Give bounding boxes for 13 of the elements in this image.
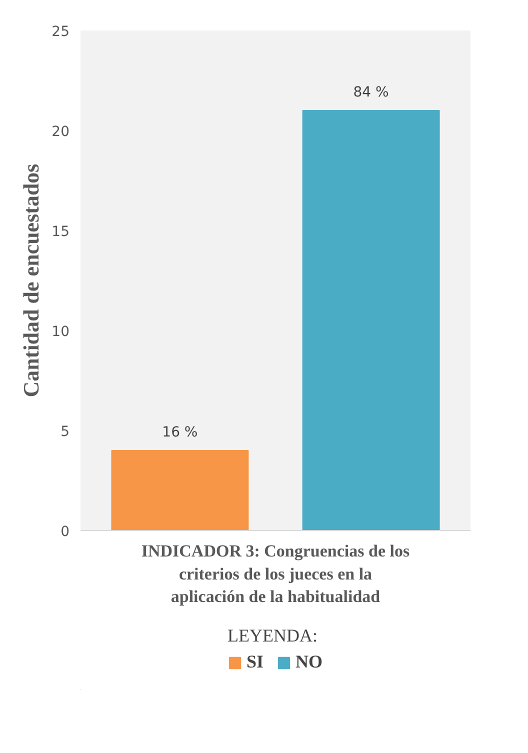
y-axis-title: Cantidad de encuestados xyxy=(18,163,44,398)
legend-label: SI xyxy=(246,652,265,672)
y-tick-label: 20 xyxy=(52,124,70,140)
legend-label: NO xyxy=(296,652,322,672)
y-tick-label: 0 xyxy=(60,524,70,540)
annotation: 84 % xyxy=(353,84,389,100)
y-tick-label: 15 xyxy=(52,224,70,240)
y-tick-label: 25 xyxy=(52,24,70,40)
x-tick-label: INDICADOR 3: Congruencias de los criterios de los jueces en la aplicación de la habitualidad xyxy=(141,542,410,606)
y-tick-label: 5 xyxy=(60,424,70,440)
legend-title: LEYENDA: xyxy=(228,626,318,646)
annotation: 16 % xyxy=(162,424,198,440)
y-tick-label: 10 xyxy=(52,324,70,340)
